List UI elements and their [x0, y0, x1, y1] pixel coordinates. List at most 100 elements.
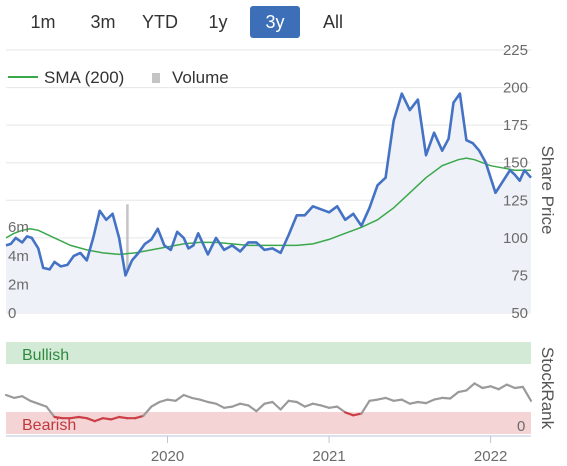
bullish-band: [6, 342, 531, 364]
volume-tick-3: 6m: [8, 219, 29, 236]
stockrank-segment-16: [134, 414, 145, 420]
stockrank-tick-0: 0: [517, 418, 525, 435]
bearish-band: [6, 412, 531, 434]
stockrank-segment-59: [481, 385, 492, 390]
stockrank-segment-33: [271, 400, 282, 411]
stockrank-segment-29: [239, 402, 250, 407]
range-button-1m[interactable]: 1m: [30, 12, 56, 32]
stockrank-segment-31: [255, 402, 266, 413]
stockrank-segment-24: [198, 398, 209, 404]
volume-tick-1: 2m: [8, 276, 29, 293]
sma-line: [5, 157, 531, 256]
stockrank-segment-41: [336, 405, 347, 414]
price-area: [6, 93, 531, 313]
price-tick-100: 100: [503, 230, 528, 247]
stockrank-panel: Bullish Bearish 0 StockRank: [4, 342, 557, 435]
range-button-3y[interactable]: 3y: [250, 6, 300, 38]
price-tick-150: 150: [503, 155, 528, 172]
price-tick-225: 225: [503, 42, 528, 59]
stockrank-segment-2: [21, 395, 32, 402]
stockrank-segment-22: [182, 393, 193, 399]
stockrank-axis-title: StockRank: [538, 347, 557, 430]
stockrank-segment-47: [384, 396, 395, 402]
stockrank-segment-18: [150, 400, 161, 408]
x-tick-label-2022: 2022: [474, 448, 507, 465]
legend-volume-label: Volume: [172, 68, 229, 87]
stockrank-segment-58: [473, 382, 484, 390]
price-tick-200: 200: [503, 80, 528, 97]
volume-axis-ticks: 0 2m 4m 6m: [8, 219, 29, 322]
range-button-ytd[interactable]: YTD: [142, 12, 178, 32]
stockrank-segment-30: [247, 404, 258, 413]
stockrank-segment-60: [489, 385, 500, 391]
stockrank-segment-44: [360, 399, 371, 415]
stockrank-segment-17: [142, 405, 153, 417]
stockrank-segment-36: [295, 400, 306, 408]
stockrank-segment-21: [174, 393, 185, 402]
stockrank-segment-19: [158, 398, 169, 404]
stockrank-segment-56: [457, 389, 468, 394]
stockrank-segment-32: [263, 400, 274, 405]
stockrank-segment-14: [117, 415, 129, 420]
stockrank-segment-38: [311, 402, 323, 407]
price-area-layer: [6, 93, 531, 313]
stockrank-segment-34: [279, 399, 290, 411]
stockrank-segment-49: [400, 398, 411, 405]
price-tick-175: 175: [503, 117, 528, 134]
bearish-label: Bearish: [22, 417, 76, 434]
stockrank-segment-55: [449, 391, 460, 400]
stockrank-segment-46: [376, 396, 387, 401]
x-tick-label-2021: 2021: [312, 448, 345, 465]
stockrank-segment-57: [465, 382, 476, 392]
price-tick-50: 50: [511, 305, 528, 322]
stockrank-segment-51: [416, 400, 428, 405]
stockrank-segment-35: [287, 399, 298, 404]
stockrank-segment-5: [45, 405, 56, 419]
bullish-label: Bullish: [22, 347, 69, 364]
price-tick-125: 125: [503, 192, 528, 209]
stockrank-segment-48: [392, 398, 403, 402]
stockrank-segment-54: [441, 396, 452, 400]
stockrank-segment-64: [521, 385, 533, 402]
stockrank-segment-11: [93, 417, 105, 423]
volume-tick-0: 0: [8, 305, 16, 322]
stockrank-segment-25: [206, 400, 218, 405]
stockrank-segment-27: [223, 405, 234, 409]
price-axis-title: Share Price: [538, 146, 557, 235]
x-axis-ticks: 2020 2021 2022: [151, 436, 507, 465]
price-tick-75: 75: [511, 267, 528, 284]
stockrank-segment-0: [4, 393, 16, 399]
stockrank-segment-52: [424, 398, 436, 405]
stockrank-segment-8: [69, 415, 80, 420]
stockrank-segment-23: [190, 396, 201, 401]
stockrank-segment-20: [166, 398, 177, 402]
stockrank-line: [4, 382, 533, 423]
legend-sma-label: SMA (200): [44, 68, 124, 87]
sma-layer: [5, 157, 531, 256]
stockrank-segment-13: [109, 415, 121, 421]
stockrank-segment-26: [214, 402, 226, 409]
stockrank-segment-40: [328, 405, 339, 409]
volume-bar-7: [126, 204, 129, 313]
x-tick-label-2020: 2020: [151, 448, 184, 465]
range-button-3m[interactable]: 3m: [90, 12, 116, 32]
stockrank-segment-42: [344, 411, 355, 417]
stockrank-segment-37: [303, 402, 314, 408]
stockrank-segment-61: [497, 383, 508, 391]
stockrank-segment-53: [433, 396, 444, 401]
legend-volume-swatch: [152, 73, 160, 83]
stockrank-segment-45: [368, 398, 379, 402]
legend: SMA (200) Volume: [8, 68, 229, 87]
stockrank-segment-9: [77, 415, 88, 420]
price-line-layer: [5, 92, 532, 277]
stockrank-segment-39: [319, 404, 331, 409]
range-button-all[interactable]: All: [322, 12, 343, 32]
price-line: [5, 92, 532, 277]
stockrank-segment-43: [352, 412, 363, 417]
range-button-1y[interactable]: 1y: [208, 12, 228, 32]
stockrank-segment-3: [29, 399, 40, 405]
stockrank-segment-1: [13, 395, 24, 399]
stockrank-segment-12: [101, 417, 113, 421]
stockrank-segment-62: [505, 383, 516, 390]
